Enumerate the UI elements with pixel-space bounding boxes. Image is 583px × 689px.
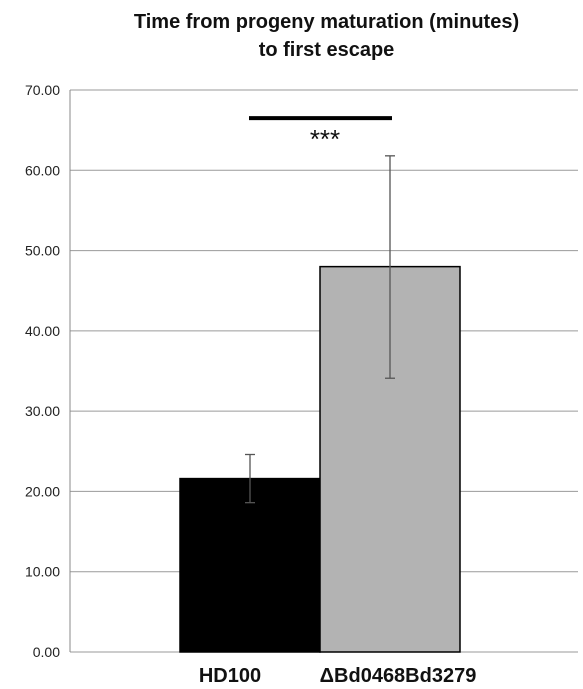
x-axis-labels: HD100 ΔBd0468Bd3279 xyxy=(199,665,476,687)
x-category-label: ΔBd0468Bd3279 xyxy=(320,665,477,687)
y-tick-label: 30.00 xyxy=(25,403,60,419)
x-category-label: HD100 xyxy=(199,665,261,687)
significance-label: *** xyxy=(310,124,340,154)
y-tick-label: 50.00 xyxy=(25,243,60,259)
y-tick-label: 70.00 xyxy=(25,82,60,98)
gridlines xyxy=(69,89,578,653)
significance-marker: *** xyxy=(249,116,392,154)
bars xyxy=(179,265,461,653)
y-tick-label: 60.00 xyxy=(25,162,60,178)
y-tick-label: 20.00 xyxy=(25,483,60,499)
y-tick-label: 10.00 xyxy=(25,564,60,580)
chart-title-line1: Time from progeny maturation (minutes) xyxy=(133,11,520,33)
chart-title-line2: to first escape xyxy=(258,39,395,61)
error-bars xyxy=(245,155,395,504)
bar-1 xyxy=(179,477,321,653)
chart-title: Time from progeny maturation (minutes) t… xyxy=(70,8,583,64)
y-tick-label: 0.00 xyxy=(33,644,60,660)
y-axis-ticks: 0.00 10.00 20.00 30.00 40.00 50.00 60.00 70.00 xyxy=(25,82,60,660)
y-tick-label: 40.00 xyxy=(25,323,60,339)
